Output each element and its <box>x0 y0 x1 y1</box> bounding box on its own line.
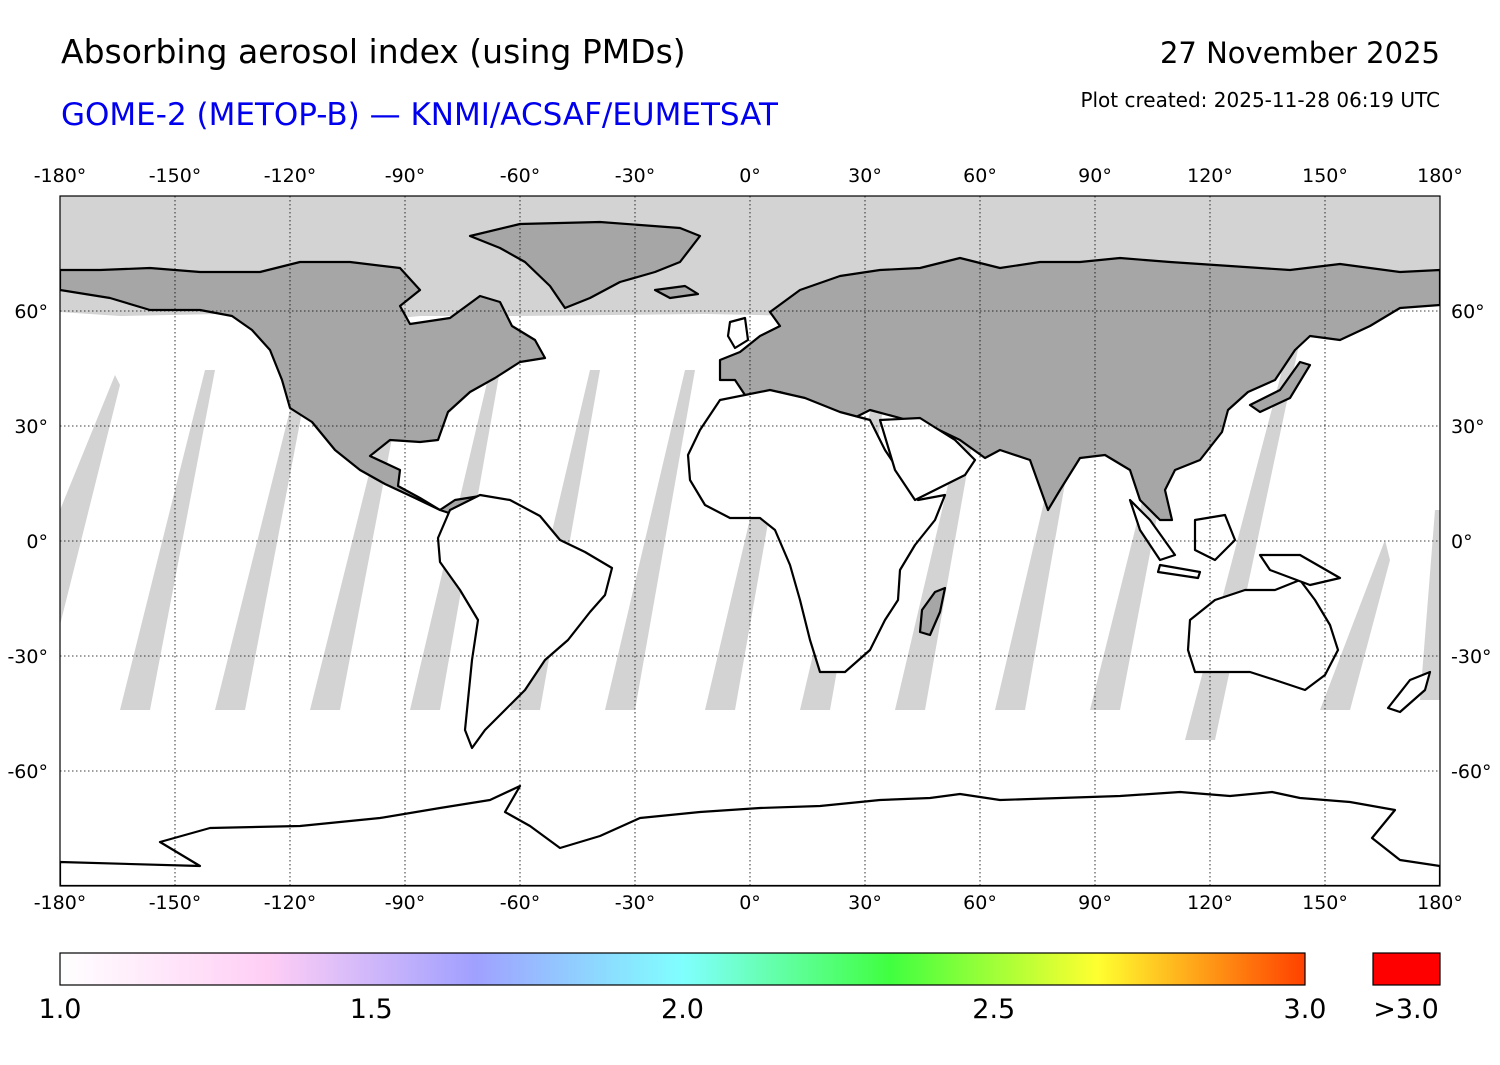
lon-tick-label-top: 60° <box>963 165 997 187</box>
lon-tick-label-top: 90° <box>1078 165 1112 187</box>
axis-tick-labels: -180° -180° -150° -150° -120° -120° -90° -90° -6… <box>7 165 1491 914</box>
lon-tick-label-top: 30° <box>848 165 882 187</box>
colorbar-tick-label: 2.5 <box>972 994 1016 1025</box>
colorbar-overflow-box <box>1372 952 1441 986</box>
colorbar-tick-label: 3.0 <box>1283 994 1327 1025</box>
south-america-landmass <box>436 493 614 750</box>
orbit-gap <box>60 375 120 625</box>
lon-tick-label-bottom: -150° <box>149 892 202 914</box>
plot-date: 27 November 2025 <box>1159 36 1440 70</box>
lat-tick-label-left: 0° <box>26 531 48 553</box>
lon-tick-label-top: -120° <box>264 165 317 187</box>
colorbar-tick-label: 1.5 <box>349 994 393 1025</box>
lon-tick-label-bottom: -30° <box>615 892 656 914</box>
orbit-gap <box>215 370 310 710</box>
orbit-gap <box>1420 510 1440 700</box>
north-america-landmass <box>60 260 547 522</box>
orbit-gap <box>605 370 695 710</box>
madagascar-landmass <box>918 586 947 637</box>
plot-created-timestamp: Plot created: 2025-11-28 06:19 UTC <box>1080 88 1440 112</box>
lon-tick-label-bottom: -180° <box>34 892 87 914</box>
lon-tick-label-bottom: 180° <box>1417 892 1463 914</box>
plot-title: Absorbing aerosol index (using PMDs) <box>61 32 686 71</box>
lon-tick-label-top: 150° <box>1302 165 1348 187</box>
orbit-gap <box>120 370 215 710</box>
lat-tick-label-right: 30° <box>1451 416 1485 438</box>
java-island <box>1156 563 1202 580</box>
plot-subtitle: GOME-2 (METOP-B) — KNMI/ACSAF/EUMETSAT <box>61 97 778 133</box>
sumatra-island <box>1128 498 1177 562</box>
borneo-island <box>1193 513 1237 562</box>
lon-tick-label-bottom: 120° <box>1187 892 1233 914</box>
lat-tick-label-right: 0° <box>1451 531 1473 553</box>
lon-tick-label-bottom: -90° <box>385 892 426 914</box>
lon-tick-label-top: -60° <box>500 165 541 187</box>
colorbar-tick-label: 1.0 <box>38 994 82 1025</box>
lon-tick-label-top: -30° <box>615 165 656 187</box>
lat-tick-label-left: 60° <box>14 301 48 323</box>
lat-tick-label-right: -60° <box>1451 761 1492 783</box>
lon-tick-label-bottom: 90° <box>1078 892 1112 914</box>
colorbar-tick-label: 2.0 <box>661 994 704 1025</box>
lon-tick-label-top: -180° <box>34 165 87 187</box>
lon-tick-label-bottom: -120° <box>264 892 317 914</box>
lon-tick-label-top: -150° <box>149 165 202 187</box>
japan-islands <box>1248 360 1312 414</box>
lon-tick-label-top: -90° <box>385 165 426 187</box>
lon-tick-label-bottom: 0° <box>739 892 761 914</box>
lat-tick-label-right: 60° <box>1451 301 1485 323</box>
lon-tick-label-bottom: 60° <box>963 892 997 914</box>
lat-tick-label-left: -30° <box>7 646 48 668</box>
lat-tick-label-left: 30° <box>14 416 48 438</box>
africa-landmass <box>686 388 947 674</box>
lon-tick-label-top: 180° <box>1417 165 1463 187</box>
australia-landmass <box>1186 578 1340 692</box>
lon-tick-label-top: 120° <box>1187 165 1233 187</box>
lon-tick-label-bottom: -60° <box>500 892 541 914</box>
lat-tick-label-left: -60° <box>7 761 48 783</box>
new-zealand-islands <box>1386 670 1432 714</box>
iceland-island <box>653 284 700 300</box>
orbit-gap <box>310 370 405 710</box>
colorbar-overflow-label: >3.0 <box>1373 994 1439 1025</box>
lon-tick-label-bottom: 150° <box>1302 892 1348 914</box>
lon-tick-label-bottom: 30° <box>848 892 882 914</box>
greenland-landmass <box>468 220 702 310</box>
colorbar-gradient <box>59 952 1306 986</box>
map-frame <box>59 195 1441 887</box>
orbit-gap <box>1320 540 1390 710</box>
lat-tick-label-right: -30° <box>1451 646 1492 668</box>
british-isles <box>726 316 750 350</box>
lon-tick-label-top: 0° <box>739 165 761 187</box>
arabia-landmass <box>878 416 977 502</box>
graticule <box>60 196 1440 886</box>
